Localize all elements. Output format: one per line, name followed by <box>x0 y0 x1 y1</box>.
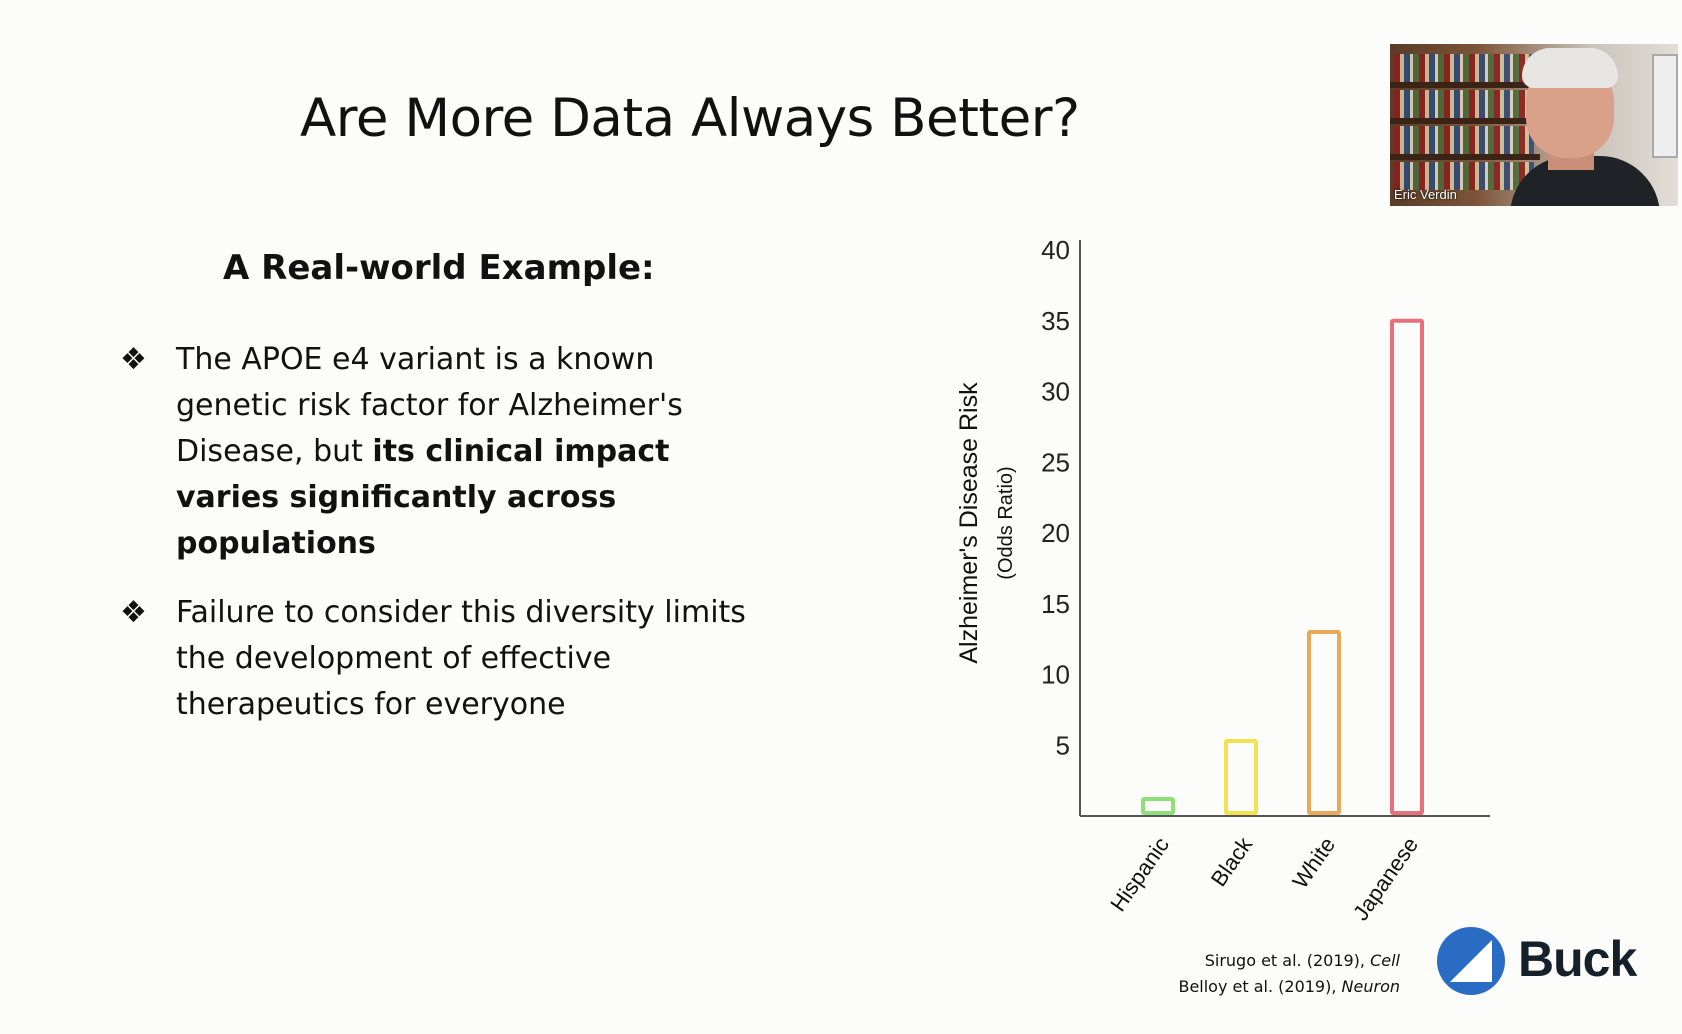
bookshelf-shelf <box>1390 118 1540 124</box>
citation-journal: Neuron <box>1341 977 1400 996</box>
bar <box>1307 630 1341 815</box>
bullet-text: The APOE e4 variant is a known genetic r… <box>176 337 760 567</box>
x-tick-label: Black <box>1206 832 1258 891</box>
citation-journal: Cell <box>1370 951 1400 970</box>
bookshelf-books <box>1394 54 1534 82</box>
bar <box>1390 318 1424 815</box>
citation-authors: Belloy et al. (2019), <box>1178 977 1342 996</box>
wall-picture-frame <box>1652 54 1678 158</box>
bullet-text-plain: Failure to consider this diversity limit… <box>176 595 746 722</box>
bookshelf-shelf <box>1390 82 1540 88</box>
bookshelf-books <box>1394 126 1534 154</box>
x-tick-label: White <box>1287 833 1340 893</box>
y-tick-label: 5 <box>1056 730 1070 760</box>
citation-line: Sirugo et al. (2019), Cell <box>1120 948 1400 974</box>
odds-ratio-bar-chart: 5 10 15 20 25 30 35 40 Alzheimer's Disease Risk (… <box>930 235 1510 936</box>
buck-logo-icon <box>1437 927 1505 995</box>
y-axis-subtitle: (Odds Ratio) <box>995 466 1017 579</box>
bullet-item: ❖ Failure to consider this diversity lim… <box>120 590 760 728</box>
bookshelf-books <box>1394 90 1534 118</box>
y-tick-label: 25 <box>1041 447 1070 477</box>
x-tick-label: Hispanic <box>1105 833 1174 916</box>
bar <box>1141 797 1175 816</box>
bullet-item: ❖ The APOE e4 variant is a known genetic… <box>120 337 760 567</box>
y-tick-label: 30 <box>1041 377 1070 407</box>
citation-authors: Sirugo et al. (2019), <box>1204 951 1371 970</box>
bar <box>1224 739 1258 816</box>
bookshelf-shelf <box>1390 154 1540 160</box>
diamond-bullet-icon: ❖ <box>120 595 147 630</box>
x-tick-label: Japanese <box>1348 833 1423 926</box>
y-tick-label: 15 <box>1041 589 1070 619</box>
y-tick-label: 20 <box>1041 518 1070 548</box>
slide-title: Are More Data Always Better? <box>300 88 1080 149</box>
y-tick-label: 40 <box>1041 235 1070 265</box>
bullet-text-plain: The APOE e4 variant is a known genetic r… <box>176 342 683 469</box>
bookshelf-books <box>1394 162 1534 190</box>
citations: Sirugo et al. (2019), Cell Belloy et al.… <box>1120 948 1400 1000</box>
buck-logo: Buck <box>1436 924 1676 1000</box>
y-tick-label: 35 <box>1041 306 1070 336</box>
participant-name: Eric Verdin <box>1394 187 1457 202</box>
y-axis-title: Alzheimer's Disease Risk <box>955 382 983 664</box>
chart-svg: 5 10 15 20 25 30 35 40 Alzheimer's Disease Risk (… <box>955 235 1490 926</box>
bullet-text: Failure to consider this diversity limit… <box>176 590 760 728</box>
speaker-hair <box>1522 48 1618 88</box>
citation-line: Belloy et al. (2019), Neuron <box>1120 974 1400 1000</box>
bullet-text-bold: its clinical impact varies significantly… <box>176 434 670 561</box>
webcam-video-tile: Eric Verdin <box>1390 44 1678 206</box>
slide-subtitle: A Real-world Example: <box>223 248 655 288</box>
buck-logo-text: Buck <box>1518 931 1637 987</box>
y-tick-label: 10 <box>1041 660 1070 690</box>
diamond-bullet-icon: ❖ <box>120 342 147 377</box>
